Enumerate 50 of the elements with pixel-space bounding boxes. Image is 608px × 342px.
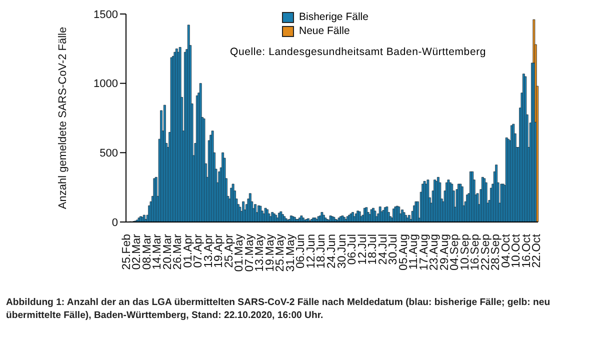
x-tick-label: 07.Apr <box>192 234 205 268</box>
x-tick-label: 19.Apr <box>213 234 226 268</box>
x-tick-label: 12.Jun <box>305 234 318 269</box>
x-tick-label: 08.Mar <box>141 234 154 270</box>
x-tick-label: 10.Oct <box>510 233 523 268</box>
x-tick-label: 25.Feb <box>120 234 133 270</box>
x-tick-label: 04.Sep <box>449 234 462 270</box>
x-tick-label: 29.Aug <box>438 234 451 270</box>
annotation: Quelle: Landesgesundheitsamt Baden-Württemberg <box>230 46 486 58</box>
x-tick-label: 07.May <box>244 234 256 272</box>
x-tick-label: 10.Sep <box>459 234 472 270</box>
x-tick-label: 16.Sep <box>470 234 482 270</box>
text: Abbildung 1: Anzahl der an das LGA übermittelten SARS-CoV-2 Fälle nach Meldedatum (blau: bisherige Fälle; gelb: neu übermittelte Fälle), Baden-Württemberg, Stand: 22.10.2020, 16:00 Uhr. <box>6 296 552 322</box>
y-tick-label: 1000 <box>94 78 118 90</box>
legend-label: Bisherige Fälle <box>299 10 368 24</box>
x-tick-label: 02.Mar <box>131 234 144 270</box>
x-tick-label: 18.Jun <box>316 234 328 269</box>
x-tick-label: 11.Aug <box>408 234 420 270</box>
x-tick-label: 23.Aug <box>428 234 441 270</box>
x-tick-label: 28.Sep <box>490 234 502 270</box>
x-tick-label: 18.Jul <box>367 234 380 265</box>
x-tick-label: 17.Aug <box>418 234 430 270</box>
y-axis-title: Anzahl gemeldete SARS-CoV-2 Fälle <box>56 26 69 210</box>
x-tick-label: 05.Aug <box>398 234 410 270</box>
x-tick-label: 24.Jul <box>377 234 390 265</box>
x-tick-label: 06.Jul <box>346 234 359 265</box>
x-tick-label: 01.May <box>234 234 246 272</box>
x-tick-label: 20.Mar <box>162 234 174 270</box>
legend-label: Neue Fälle <box>299 24 350 38</box>
y-tick-label: 1500 <box>94 8 118 21</box>
x-tick-label: 31.May <box>284 234 297 272</box>
y-tick-label: 500 <box>100 148 118 160</box>
x-tick-label: 06.Jun <box>295 234 308 269</box>
x-tick-label: 13.Apr <box>202 234 215 268</box>
x-tick-label: 30.Jul <box>388 234 400 265</box>
y-tick-label: 0 <box>112 216 118 229</box>
x-tick-label: 22.Oct <box>531 233 544 268</box>
x-tick-label: 12.Jul <box>356 234 369 265</box>
x-tick-label: 25.May <box>274 234 287 272</box>
x-tick-label: 13.May <box>254 234 266 272</box>
x-tick-label: 16.Oct <box>520 233 533 268</box>
x-tick-label: 25.Apr <box>223 234 236 268</box>
x-tick-label: 01.Apr <box>182 234 194 268</box>
x-tick-label: 24.Jun <box>326 234 338 269</box>
x-tick-label: 04.Oct <box>500 233 512 268</box>
x-tick-label: 26.Mar <box>172 234 184 270</box>
x-tick-label: 22.Sep <box>480 234 492 270</box>
x-tick-label: 14.Mar <box>152 234 164 270</box>
x-tick-label: 30.Jun <box>336 234 348 269</box>
x-tick-label: 19.May <box>264 234 276 272</box>
